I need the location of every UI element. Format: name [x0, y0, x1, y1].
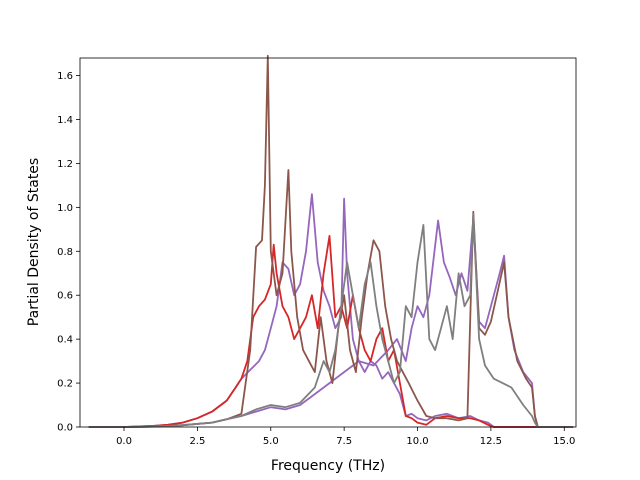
x-tick-label: 10.0 — [406, 436, 428, 447]
x-tick-label: 5.0 — [263, 436, 279, 447]
x-tick-label: 7.5 — [336, 436, 352, 447]
x-axis-label: Frequency (THz) — [271, 458, 385, 474]
y-tick-label: 0.4 — [57, 335, 73, 346]
series-line-3 — [88, 234, 574, 428]
x-tick-label: 0.0 — [116, 436, 132, 447]
y-tick-label: 1.4 — [57, 115, 73, 126]
x-axis-ticks: 0.0 2.5 5.0 7.5 10.0 12.5 15.0 — [116, 427, 575, 447]
series-line-5 — [88, 212, 574, 428]
y-tick-label: 1.6 — [57, 71, 73, 82]
x-tick-label: 12.5 — [480, 436, 502, 447]
y-axis-ticks: 0.0 0.2 0.4 0.6 0.8 1.0 1.2 1.4 1.6 — [57, 71, 80, 434]
y-axis-label: Partial Density of States — [26, 158, 42, 326]
y-tick-label: 1.0 — [57, 203, 73, 214]
y-tick-label: 0.8 — [57, 247, 73, 258]
y-tick-label: 0.0 — [57, 423, 73, 434]
y-tick-label: 1.2 — [57, 159, 73, 170]
plot-frame — [79, 57, 577, 428]
series-line-4 — [88, 54, 574, 428]
series-layer — [88, 54, 574, 428]
y-tick-label: 0.6 — [57, 291, 73, 302]
y-tick-label: 0.2 — [57, 379, 73, 390]
x-tick-label: 15.0 — [553, 436, 575, 447]
x-tick-label: 2.5 — [189, 436, 205, 447]
